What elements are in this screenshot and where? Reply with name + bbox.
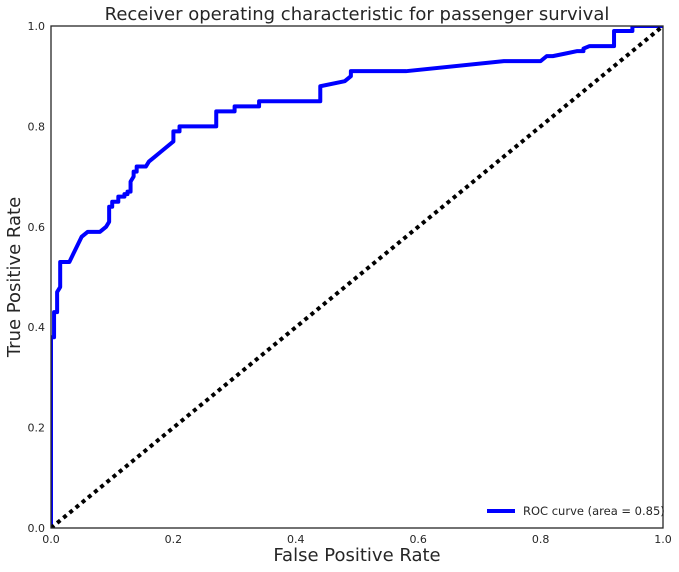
plot-frame <box>50 25 664 529</box>
x-axis-label: False Positive Rate <box>273 545 440 566</box>
chart-title: Receiver operating characteristic for pa… <box>105 4 610 25</box>
y-tick-label: 0.0 <box>28 522 46 535</box>
chance-diagonal-line <box>51 26 663 528</box>
series-layer <box>51 26 663 528</box>
y-tick-label: 0.2 <box>28 422 46 435</box>
x-tick-label: 0.0 <box>42 533 60 546</box>
x-tick-label: 0.6 <box>409 533 427 546</box>
y-tick-label: 0.4 <box>28 321 46 334</box>
y-axis-ticks: 0.0 0.2 0.4 0.6 0.8 1.0 <box>28 20 46 535</box>
y-tick-label: 0.6 <box>28 221 46 234</box>
x-axis-ticks: 0.0 0.2 0.4 0.6 0.8 1.0 <box>42 533 672 546</box>
y-tick-label: 1.0 <box>28 20 46 33</box>
x-tick-label: 0.2 <box>165 533 183 546</box>
legend: ROC curve (area = 0.85) <box>487 504 665 518</box>
roc-curve-line <box>51 26 663 528</box>
y-tick-label: 0.8 <box>28 120 46 133</box>
plot-area <box>51 26 663 528</box>
x-tick-label: 0.8 <box>532 533 550 546</box>
y-axis-label: True Positive Rate <box>4 197 25 358</box>
legend-label: ROC curve (area = 0.85) <box>523 504 665 518</box>
x-tick-label: 0.4 <box>287 533 305 546</box>
x-tick-label: 1.0 <box>654 533 672 546</box>
